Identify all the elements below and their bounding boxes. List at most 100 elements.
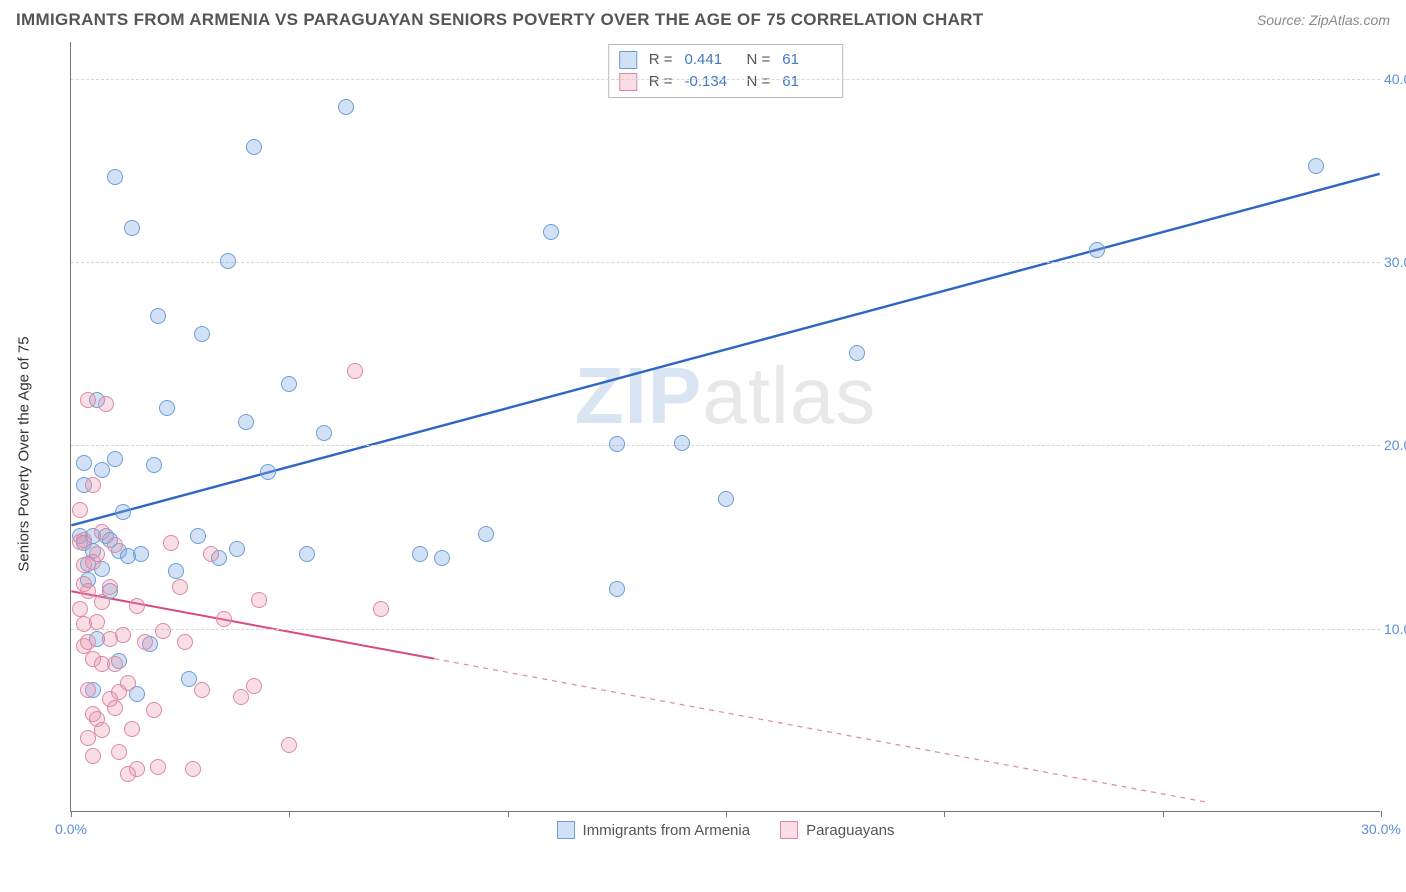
data-point-paraguay bbox=[80, 634, 96, 650]
data-point-paraguay bbox=[251, 592, 267, 608]
data-point-paraguay bbox=[146, 702, 162, 718]
trendline-dashed-paraguay bbox=[434, 659, 1205, 802]
r-key-2: R = bbox=[649, 71, 673, 93]
data-point-armenia bbox=[338, 99, 354, 115]
data-point-armenia bbox=[260, 464, 276, 480]
ytick-label: 40.0% bbox=[1384, 71, 1406, 87]
data-point-armenia bbox=[94, 462, 110, 478]
data-point-armenia bbox=[229, 541, 245, 557]
data-point-paraguay bbox=[111, 744, 127, 760]
r-val-paraguay: -0.134 bbox=[685, 71, 735, 93]
data-point-paraguay bbox=[203, 546, 219, 562]
data-point-paraguay bbox=[194, 682, 210, 698]
data-point-paraguay bbox=[163, 535, 179, 551]
n-val-armenia: 61 bbox=[782, 49, 832, 71]
data-point-paraguay bbox=[124, 721, 140, 737]
data-point-armenia bbox=[412, 546, 428, 562]
source-label: Source: bbox=[1257, 12, 1305, 28]
legend-item-paraguay: Paraguayans bbox=[780, 821, 894, 839]
xtick bbox=[508, 811, 509, 817]
header: IMMIGRANTS FROM ARMENIA VS PARAGUAYAN SE… bbox=[16, 10, 1390, 30]
swatch-paraguay bbox=[619, 73, 637, 91]
data-point-armenia bbox=[115, 504, 131, 520]
stats-row-paraguay: R = -0.134 N = 61 bbox=[619, 71, 833, 93]
data-point-paraguay bbox=[85, 477, 101, 493]
data-point-paraguay bbox=[185, 761, 201, 777]
data-point-paraguay bbox=[129, 761, 145, 777]
data-point-paraguay bbox=[137, 634, 153, 650]
data-point-armenia bbox=[543, 224, 559, 240]
data-point-paraguay bbox=[150, 759, 166, 775]
data-point-armenia bbox=[133, 546, 149, 562]
data-point-armenia bbox=[478, 526, 494, 542]
stats-row-armenia: R = 0.441 N = 61 bbox=[619, 49, 833, 71]
data-point-armenia bbox=[299, 546, 315, 562]
chart-title: IMMIGRANTS FROM ARMENIA VS PARAGUAYAN SE… bbox=[16, 10, 983, 30]
data-point-paraguay bbox=[129, 598, 145, 614]
data-point-paraguay bbox=[94, 722, 110, 738]
data-point-armenia bbox=[718, 491, 734, 507]
chart-container: IMMIGRANTS FROM ARMENIA VS PARAGUAYAN SE… bbox=[0, 0, 1406, 892]
stats-legend: R = 0.441 N = 61 R = -0.134 N = 61 bbox=[608, 44, 844, 98]
data-point-paraguay bbox=[155, 623, 171, 639]
data-point-paraguay bbox=[80, 682, 96, 698]
legend-label-armenia: Immigrants from Armenia bbox=[583, 822, 751, 839]
data-point-paraguay bbox=[233, 689, 249, 705]
plot-area: ZIPatlas R = 0.441 N = 61 R = -0.134 N =… bbox=[70, 42, 1380, 812]
data-point-paraguay bbox=[102, 579, 118, 595]
data-point-paraguay bbox=[107, 537, 123, 553]
swatch-armenia bbox=[619, 51, 637, 69]
data-point-armenia bbox=[190, 528, 206, 544]
data-point-armenia bbox=[107, 169, 123, 185]
n-key-2: N = bbox=[747, 71, 771, 93]
gridline bbox=[71, 445, 1380, 446]
r-key: R = bbox=[649, 49, 673, 71]
data-point-paraguay bbox=[216, 611, 232, 627]
bottom-legend: Immigrants from Armenia Paraguayans bbox=[557, 821, 895, 839]
ytick-label: 20.0% bbox=[1384, 437, 1406, 453]
data-point-paraguay bbox=[107, 656, 123, 672]
xtick-label: 30.0% bbox=[1361, 821, 1401, 837]
data-point-paraguay bbox=[107, 700, 123, 716]
source-attribution: Source: ZipAtlas.com bbox=[1257, 12, 1390, 28]
data-point-paraguay bbox=[94, 524, 110, 540]
data-point-armenia bbox=[434, 550, 450, 566]
data-point-armenia bbox=[146, 457, 162, 473]
ytick-label: 30.0% bbox=[1384, 254, 1406, 270]
trend-lines-svg bbox=[71, 42, 1380, 811]
data-point-armenia bbox=[238, 414, 254, 430]
data-point-armenia bbox=[194, 326, 210, 342]
data-point-paraguay bbox=[94, 594, 110, 610]
data-point-armenia bbox=[76, 455, 92, 471]
data-point-armenia bbox=[1308, 158, 1324, 174]
legend-label-paraguay: Paraguayans bbox=[806, 822, 894, 839]
data-point-paraguay bbox=[347, 363, 363, 379]
xtick bbox=[289, 811, 290, 817]
data-point-paraguay bbox=[172, 579, 188, 595]
data-point-armenia bbox=[168, 563, 184, 579]
xtick bbox=[726, 811, 727, 817]
r-val-armenia: 0.441 bbox=[685, 49, 735, 71]
data-point-armenia bbox=[609, 581, 625, 597]
data-point-armenia bbox=[150, 308, 166, 324]
gridline bbox=[71, 629, 1380, 630]
data-point-armenia bbox=[281, 376, 297, 392]
data-point-paraguay bbox=[177, 634, 193, 650]
data-point-armenia bbox=[124, 220, 140, 236]
legend-item-armenia: Immigrants from Armenia bbox=[557, 821, 751, 839]
data-point-armenia bbox=[107, 451, 123, 467]
data-point-paraguay bbox=[80, 392, 96, 408]
data-point-paraguay bbox=[72, 601, 88, 617]
chart-wrap: Seniors Poverty Over the Age of 75 ZIPat… bbox=[16, 34, 1390, 874]
legend-swatch-armenia bbox=[557, 821, 575, 839]
data-point-paraguay bbox=[89, 614, 105, 630]
data-point-armenia bbox=[159, 400, 175, 416]
data-point-paraguay bbox=[246, 678, 262, 694]
data-point-paraguay bbox=[115, 627, 131, 643]
data-point-paraguay bbox=[281, 737, 297, 753]
data-point-paraguay bbox=[85, 748, 101, 764]
data-point-paraguay bbox=[120, 675, 136, 691]
y-axis-label: Seniors Poverty Over the Age of 75 bbox=[16, 336, 33, 571]
data-point-paraguay bbox=[89, 546, 105, 562]
data-point-armenia bbox=[609, 436, 625, 452]
